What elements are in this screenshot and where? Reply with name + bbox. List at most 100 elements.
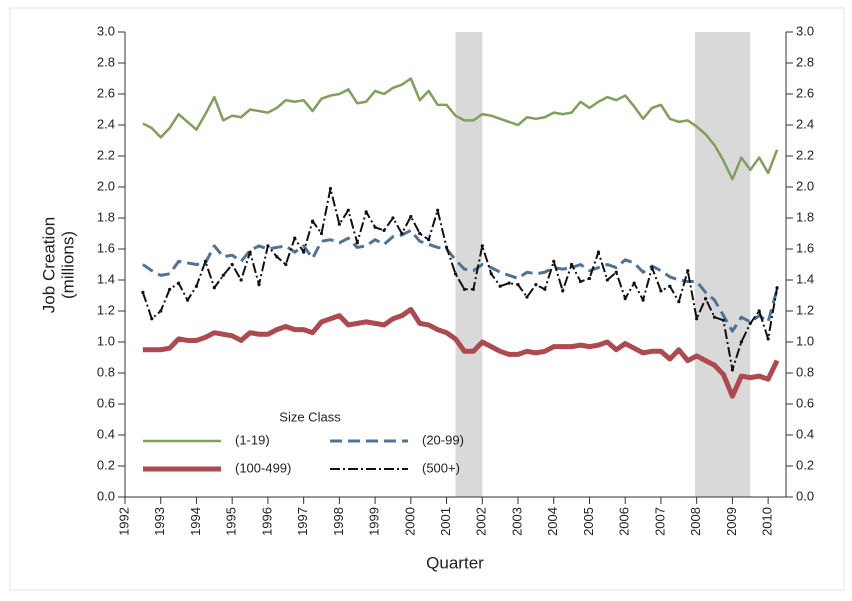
- series-marker: [436, 208, 440, 212]
- legend-label: (20-99): [422, 432, 464, 447]
- series-marker: [293, 236, 297, 240]
- x-tick-label: 2000: [402, 507, 417, 536]
- x-tick-label: 2002: [474, 507, 489, 536]
- series-marker: [757, 309, 761, 313]
- y-tick-label: 2.0: [97, 178, 115, 193]
- series-marker: [364, 210, 368, 214]
- series-line: [142, 306, 780, 399]
- series-marker: [704, 297, 708, 301]
- x-tick-label: 2004: [545, 507, 560, 536]
- x-tick-label: 2010: [760, 507, 775, 536]
- series-marker: [632, 281, 636, 285]
- x-tick-label: 1997: [295, 507, 310, 536]
- series-marker: [168, 287, 172, 291]
- series-marker: [453, 272, 458, 276]
- series-marker: [712, 315, 717, 319]
- y-tick-label: 0.6: [97, 395, 115, 410]
- series-marker: [605, 278, 609, 282]
- x-tick-label: 2006: [617, 507, 632, 536]
- y-tick-label: 0.4: [97, 426, 115, 441]
- series-marker: [302, 250, 306, 254]
- y-tick-label-right: 0.4: [796, 426, 814, 441]
- y-tick-label: 0.0: [97, 488, 115, 503]
- series-marker: [641, 298, 645, 302]
- series-marker: [525, 295, 529, 299]
- y-tick-label: 0.8: [97, 364, 115, 379]
- y-tick-label: 2.2: [97, 147, 115, 162]
- y-tick-label: 0.2: [97, 457, 115, 472]
- series-marker: [391, 216, 395, 220]
- y-tick-label-right: 2.6: [796, 85, 814, 100]
- y-tick-label: 2.4: [97, 116, 115, 131]
- x-tick-label: 1998: [331, 507, 346, 536]
- y-tick-label-right: 1.6: [796, 240, 814, 255]
- series-marker: [552, 259, 556, 263]
- series-marker: [686, 269, 690, 273]
- y-tick-label-right: 1.4: [796, 271, 814, 286]
- series-marker: [373, 225, 377, 229]
- series-marker: [185, 298, 190, 302]
- x-tick-label: 1996: [259, 507, 274, 536]
- y-tick-label-right: 1.2: [796, 302, 814, 317]
- y-axis-label: Job Creation: [39, 217, 58, 313]
- series-marker: [266, 244, 270, 248]
- y-tick-label: 1.2: [97, 302, 115, 317]
- series-marker: [221, 273, 225, 277]
- series-marker: [659, 289, 663, 293]
- series-marker: [400, 231, 404, 236]
- series-marker: [239, 278, 243, 282]
- x-axis-label: Quarter: [426, 553, 484, 572]
- frame: [9, 7, 845, 591]
- series-marker: [775, 286, 779, 290]
- series-marker: [543, 287, 547, 291]
- x-tick-label: 2003: [509, 507, 524, 536]
- series-marker: [248, 250, 252, 254]
- series-marker: [346, 208, 350, 212]
- x-tick-label: 1992: [116, 507, 131, 536]
- y-tick-label-right: 3.0: [796, 23, 814, 38]
- series-marker: [355, 241, 359, 245]
- series-marker: [462, 287, 467, 291]
- y-tick-label: 1.4: [97, 271, 115, 286]
- y-tick-label-right: 0.0: [796, 488, 814, 503]
- series-marker: [337, 222, 341, 226]
- series-marker: [668, 284, 672, 288]
- series-marker: [614, 270, 618, 274]
- series-marker: [623, 297, 627, 301]
- y-tick-label-right: 2.4: [796, 116, 814, 131]
- series-marker: [284, 262, 288, 267]
- x-tick-label: 2009: [724, 507, 739, 536]
- series-marker: [176, 281, 181, 285]
- x-tick-label: 1993: [152, 507, 167, 536]
- series-marker: [212, 286, 216, 290]
- recession-shade: [694, 32, 751, 497]
- y-tick-label-right: 0.8: [796, 364, 814, 379]
- series-marker: [471, 287, 475, 291]
- x-tick-label: 1999: [367, 507, 382, 536]
- y-tick-label: 1.8: [97, 209, 115, 224]
- series-line: [141, 187, 779, 371]
- y-tick-label-right: 2.8: [796, 54, 814, 69]
- series-marker: [328, 186, 333, 191]
- series-marker: [498, 284, 502, 288]
- series-marker: [534, 283, 538, 287]
- x-tick-label: 1994: [188, 507, 203, 536]
- series-marker: [739, 340, 743, 344]
- series-marker: [561, 289, 565, 293]
- x-tick-label: 2005: [581, 507, 596, 536]
- y-tick-label-right: 1.0: [796, 333, 814, 348]
- x-tick-label: 2001: [438, 507, 453, 536]
- series-marker: [587, 276, 592, 281]
- series-marker: [695, 317, 699, 321]
- y-tick-label: 2.8: [97, 54, 115, 69]
- series-marker: [159, 309, 163, 313]
- y-tick-label-right: 0.6: [796, 395, 814, 410]
- series-marker: [194, 284, 199, 288]
- legend-title: Size Class: [279, 409, 341, 424]
- series-marker: [203, 259, 207, 263]
- series-marker: [677, 300, 681, 304]
- series-marker: [409, 214, 413, 219]
- y-tick-label: 2.6: [97, 85, 115, 100]
- series-marker: [310, 219, 315, 223]
